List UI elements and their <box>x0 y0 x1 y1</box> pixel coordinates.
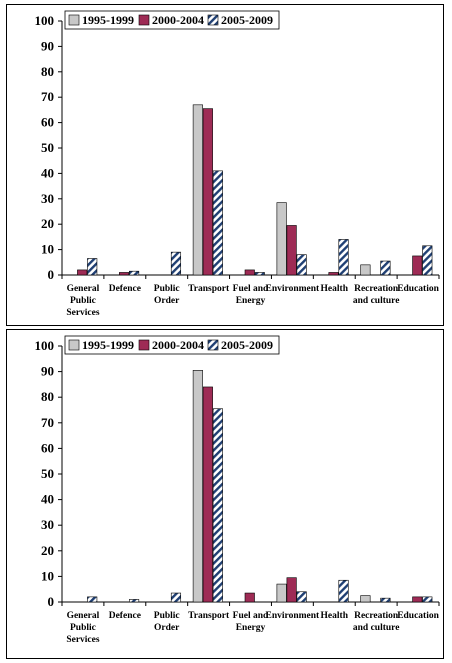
bar-2005-2009-5 <box>296 591 307 603</box>
y-tick-label: 80 <box>41 64 54 79</box>
bar-2000-2004-1 <box>119 272 130 276</box>
bar-2000-2004-8 <box>412 596 423 603</box>
x-category-label: Fuel and Energy <box>233 284 269 306</box>
bar-2005-2009-1 <box>129 599 140 603</box>
bar-2005-2009-3 <box>212 170 223 276</box>
bar-2005-2009-0 <box>87 258 98 276</box>
x-category-label: Defence <box>109 611 141 621</box>
y-tick-label: 50 <box>41 140 54 155</box>
y-tick-label: 40 <box>41 492 54 507</box>
legend-box <box>64 335 280 355</box>
legend-swatch-1995-1999 <box>68 339 80 351</box>
legend-label: 2000-2004 <box>152 13 204 27</box>
legend-label: 1995-1999 <box>82 13 134 27</box>
x-category-label: Recreation and culture <box>353 284 400 306</box>
bar-2005-2009-6 <box>338 579 349 603</box>
x-category-label: Public Order <box>154 284 180 306</box>
bar-2005-2009-7 <box>380 260 391 276</box>
bar-1995-1999-5 <box>276 583 287 603</box>
legend-swatch-2000-2004 <box>138 14 150 26</box>
legend-label: 2000-2004 <box>152 338 204 352</box>
bar-2005-2009-8 <box>422 596 433 603</box>
bar-2000-2004-5 <box>286 577 297 603</box>
y-tick-label: 10 <box>41 568 54 583</box>
bar-1995-1999-5 <box>276 202 287 276</box>
y-tick-label: 90 <box>41 38 54 53</box>
y-tick-label: 50 <box>41 466 54 481</box>
bar-chart-bottom: 0 10 20 30 40 50 60 70 80 90 100 General Public Servi… <box>35 335 440 645</box>
bar-2005-2009-0 <box>87 596 98 603</box>
y-tick-label: 70 <box>41 89 54 104</box>
y-tick-label: 0 <box>48 594 55 609</box>
x-category-label: Defence <box>109 284 141 294</box>
bar-2005-2009-5 <box>296 254 307 276</box>
legend-label: 2005-2009 <box>221 338 273 352</box>
bar-1995-1999-3 <box>192 370 203 603</box>
legend-swatch-1995-1999 <box>68 14 80 26</box>
bar-2000-2004-3 <box>202 386 213 603</box>
bar-1995-1999-7 <box>360 264 371 276</box>
bar-1995-1999-3 <box>192 104 203 276</box>
x-category-label: General Public Services <box>66 611 100 645</box>
legend-swatch-2000-2004 <box>138 339 150 351</box>
x-category-label: General Public Services <box>66 284 100 318</box>
legend-label: 2005-2009 <box>221 13 273 27</box>
legend-box <box>64 10 280 30</box>
x-category-label: Recreation and culture <box>353 611 400 633</box>
y-tick-label: 40 <box>41 165 54 180</box>
legend: 1995-1999 2000-2004 2005-2009 <box>64 335 280 355</box>
x-category-label: Education <box>397 611 439 621</box>
x-category-label: Fuel and Energy <box>233 611 269 633</box>
bar-2000-2004-4 <box>244 592 255 603</box>
y-tick-label: 70 <box>41 415 54 430</box>
y-tick-label: 100 <box>35 338 55 353</box>
y-tick-label: 30 <box>41 517 54 532</box>
bar-2000-2004-5 <box>286 225 297 276</box>
bar-2000-2004-4 <box>244 269 255 276</box>
bar-chart-top: 0 10 20 30 40 50 60 70 80 90 100 General Public Servi… <box>35 10 440 318</box>
y-tick-label: 0 <box>48 267 55 282</box>
x-category-label: Health <box>321 611 349 621</box>
y-tick-label: 20 <box>41 543 54 558</box>
legend-swatch-2005-2009 <box>207 339 219 351</box>
y-tick-label: 80 <box>41 389 54 404</box>
bar-2000-2004-6 <box>328 272 339 276</box>
y-tick-label: 60 <box>41 115 54 130</box>
x-category-label: Environment <box>266 611 321 621</box>
bar-2005-2009-2 <box>170 592 182 603</box>
bar-2005-2009-7 <box>380 597 391 603</box>
x-category-label: Education <box>397 284 439 294</box>
bar-2005-2009-1 <box>129 270 140 276</box>
bar-2005-2009-8 <box>422 245 433 276</box>
x-category-label: Health <box>321 284 349 294</box>
bar-2000-2004-0 <box>77 269 88 276</box>
legend-swatch-2005-2009 <box>207 14 219 26</box>
bar-2005-2009-3 <box>212 408 223 603</box>
y-tick-label: 100 <box>35 13 55 28</box>
y-tick-label: 90 <box>41 364 54 379</box>
bar-2005-2009-2 <box>170 251 182 276</box>
x-category-label: Transport <box>188 284 230 294</box>
bar-2000-2004-3 <box>202 108 213 276</box>
bar-2005-2009-4 <box>254 272 265 276</box>
y-tick-label: 20 <box>41 216 54 231</box>
x-category-label: Public Order <box>154 611 180 633</box>
legend: 1995-1999 2000-2004 2005-2009 <box>64 10 280 30</box>
bar-2005-2009-6 <box>338 239 349 276</box>
chart-panel-top: 0 10 20 30 40 50 60 70 80 90 100 General Public Servi… <box>6 4 444 326</box>
y-tick-label: 60 <box>41 440 54 455</box>
x-category-label: Environment <box>266 284 321 294</box>
y-tick-label: 30 <box>41 191 54 206</box>
y-tick-label: 10 <box>41 242 54 257</box>
bar-1995-1999-7 <box>360 595 371 603</box>
chart-panel-bottom: 0 10 20 30 40 50 60 70 80 90 100 General Public Servi… <box>6 329 444 659</box>
bar-2000-2004-8 <box>412 255 423 276</box>
x-category-label: Transport <box>188 611 230 621</box>
legend-label: 1995-1999 <box>82 338 134 352</box>
